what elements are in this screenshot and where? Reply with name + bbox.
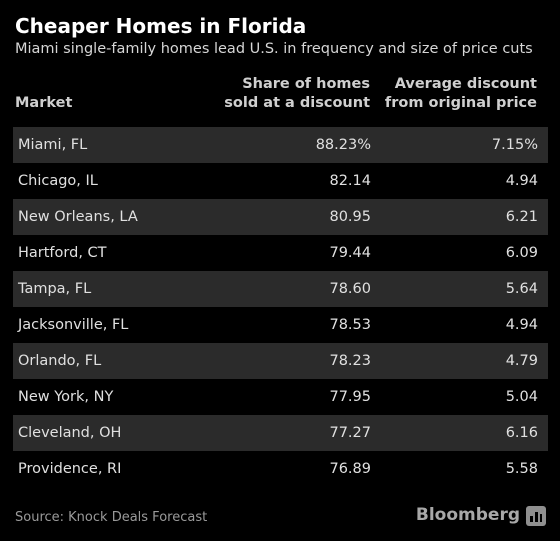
table-row: Cleveland, OH 77.27 6.16 (13, 415, 548, 451)
cell-discount: 6.09 (505, 245, 538, 261)
table-row: Tampa, FL 78.60 5.64 (13, 271, 548, 307)
cell-share: 77.27 (329, 425, 371, 441)
cell-share: 77.95 (329, 389, 371, 405)
cell-discount: 5.04 (505, 389, 538, 405)
cell-market: Jacksonville, FL (18, 317, 129, 333)
cell-discount: 7.15% (491, 137, 538, 153)
table-row: New Orleans, LA 80.95 6.21 (13, 199, 548, 235)
cell-market: Tampa, FL (18, 281, 92, 297)
cell-market: Chicago, IL (18, 173, 98, 189)
table-row: New York, NY 77.95 5.04 (13, 379, 548, 415)
chart-title: Cheaper Homes in Florida (15, 14, 307, 38)
table-row: Miami, FL 88.23% 7.15% (13, 127, 548, 163)
column-header-market: Market (15, 95, 73, 111)
column-header-share-line2: sold at a discount (224, 95, 370, 111)
chart-subtitle: Miami single-family homes lead U.S. in f… (15, 41, 533, 57)
bloomberg-logo-icon (526, 506, 546, 526)
table-row: Jacksonville, FL 78.53 4.94 (13, 307, 548, 343)
cell-discount: 4.94 (505, 173, 538, 189)
cell-share: 76.89 (329, 461, 371, 477)
cell-share: 82.14 (329, 173, 371, 189)
cell-market: Providence, RI (18, 461, 122, 477)
cell-discount: 6.16 (505, 425, 538, 441)
cell-share: 78.53 (329, 317, 371, 333)
column-header-share: Share of homes sold at a discount (224, 75, 370, 113)
brand-logo-text: Bloomberg (415, 505, 520, 525)
cell-market: New York, NY (18, 389, 114, 405)
cell-share: 78.60 (329, 281, 371, 297)
cell-share: 78.23 (329, 353, 371, 369)
table-row: Providence, RI 76.89 5.58 (13, 451, 548, 487)
cell-market: Miami, FL (18, 137, 88, 153)
cell-market: Cleveland, OH (18, 425, 122, 441)
cell-share: 80.95 (329, 209, 371, 225)
column-header-discount-line2: from original price (384, 95, 537, 111)
cell-discount: 5.58 (505, 461, 538, 477)
cell-share: 88.23% (315, 137, 371, 153)
cell-market: New Orleans, LA (18, 209, 138, 225)
column-header-discount-line1: Average discount (394, 76, 537, 92)
column-header-discount: Average discount from original price (385, 75, 537, 113)
table-row: Hartford, CT 79.44 6.09 (13, 235, 548, 271)
cell-discount: 4.94 (505, 317, 538, 333)
cell-share: 79.44 (329, 245, 371, 261)
source-note: Source: Knock Deals Forecast (15, 510, 208, 525)
cell-discount: 6.21 (505, 209, 538, 225)
cell-discount: 4.79 (505, 353, 538, 369)
table-row: Orlando, FL 78.23 4.79 (13, 343, 548, 379)
cell-market: Orlando, FL (18, 353, 102, 369)
column-header-share-line1: Share of homes (242, 76, 370, 92)
data-table: Miami, FL 88.23% 7.15% Chicago, IL 82.14 4.94… (13, 127, 548, 487)
table-row: Chicago, IL 82.14 4.94 (13, 163, 548, 199)
cell-market: Hartford, CT (18, 245, 107, 261)
cell-discount: 5.64 (505, 281, 538, 297)
